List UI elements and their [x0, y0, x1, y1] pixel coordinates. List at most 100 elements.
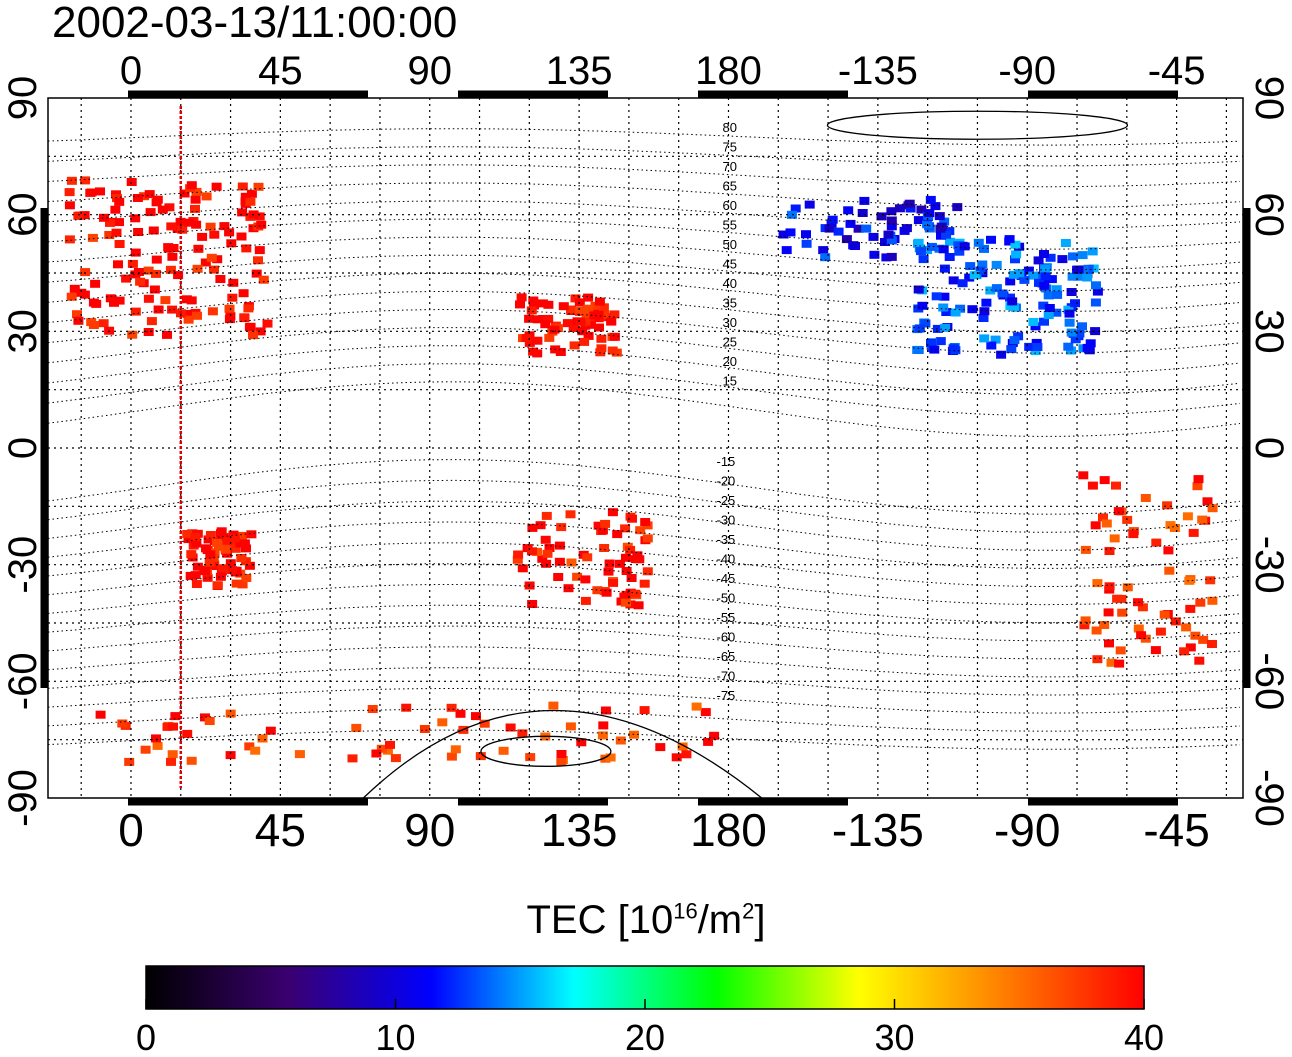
tec-cell — [1007, 297, 1018, 306]
tec-cell — [920, 319, 931, 328]
tec-cell — [1193, 475, 1204, 484]
tec-cell — [600, 754, 611, 763]
tec-cell — [1051, 308, 1062, 317]
tec-cell — [211, 182, 222, 191]
contour-line — [47, 200, 1241, 229]
tec-cell — [226, 239, 237, 248]
tec-cell — [1052, 290, 1063, 299]
y-tick-label-left: -30 — [1, 536, 45, 594]
tec-cell — [1181, 623, 1192, 632]
tec-cell — [219, 222, 230, 231]
tec-cell — [1045, 253, 1056, 262]
tec-cell — [1090, 521, 1101, 530]
tec-cell — [626, 574, 637, 582]
tec-cell — [250, 746, 261, 755]
contour-label: 40 — [722, 276, 736, 291]
tec-cell — [1046, 275, 1057, 284]
south-pole-oval-inner — [480, 735, 612, 767]
tec-cell — [600, 706, 611, 715]
tec-cell — [574, 298, 585, 307]
tec-region-south-america — [1078, 471, 1218, 668]
tec-cell — [114, 218, 124, 227]
tec-cell — [566, 305, 576, 314]
tec-region-europe — [64, 176, 273, 340]
tec-cell — [633, 601, 644, 610]
tec-cell — [869, 250, 880, 259]
tec-cell — [572, 572, 583, 581]
tec-cell — [166, 757, 176, 766]
tec-cell — [1190, 631, 1201, 640]
tec-cell — [1092, 579, 1103, 588]
tec-cell — [580, 596, 591, 605]
tec-cell — [191, 580, 202, 588]
tec-cell — [930, 202, 941, 211]
tec-observations — [64, 176, 1218, 766]
tec-cell — [1073, 265, 1084, 274]
tec-cell — [85, 188, 96, 197]
tec-cell — [186, 296, 197, 305]
tec-cell — [833, 227, 844, 236]
tec-cell — [917, 301, 928, 310]
tec-cell — [886, 216, 897, 225]
tec-cell — [524, 338, 535, 347]
tec-cell — [603, 567, 614, 576]
tec-cell — [934, 212, 945, 221]
tec-cell — [944, 253, 955, 261]
tec-cell — [600, 519, 611, 528]
tec-cell — [886, 207, 897, 216]
tec-cell — [205, 531, 216, 539]
tec-cell — [1019, 275, 1030, 284]
tec-cell — [1039, 317, 1049, 326]
contour-line — [47, 708, 1241, 732]
tec-cell — [913, 216, 924, 225]
tec-cell — [1192, 482, 1203, 491]
tec-cell — [929, 345, 940, 354]
y-tick-label-left: 30 — [1, 309, 45, 354]
contour-label: -70 — [716, 669, 735, 684]
tec-cell — [200, 567, 211, 576]
tec-cell — [556, 523, 567, 532]
tec-cell — [224, 228, 235, 237]
tec-cell — [562, 319, 573, 328]
tec-cell — [607, 508, 618, 517]
tec-cell — [191, 220, 202, 229]
tec-cell — [540, 535, 551, 544]
tec-cell — [575, 317, 586, 326]
tec-cell — [143, 266, 154, 275]
tec-cell — [556, 757, 567, 766]
tec-cell — [192, 311, 202, 320]
tec-cell — [1198, 635, 1209, 644]
tec-cell — [367, 705, 378, 713]
tec-cell — [1074, 329, 1085, 338]
tec-cell — [193, 244, 204, 253]
tec-cell — [1170, 617, 1181, 626]
tec-cell — [542, 549, 553, 558]
tec-cell — [886, 222, 897, 231]
tec-cell — [1092, 655, 1103, 664]
tec-cell — [152, 195, 163, 204]
tec-cell — [244, 323, 255, 332]
tec-cell — [621, 567, 632, 575]
tec-cell — [170, 712, 181, 721]
tec-cell — [950, 308, 961, 317]
tec-cell — [1112, 594, 1123, 603]
tec-cell — [230, 544, 241, 553]
tec-cell — [925, 195, 936, 204]
x-tick-label-top: 45 — [258, 49, 303, 93]
tec-cell — [246, 530, 257, 539]
tec-cell — [231, 579, 242, 588]
tec-cell — [935, 224, 946, 233]
y-tick-label-left: -60 — [1, 652, 45, 710]
tec-cell — [614, 559, 625, 568]
tec-cell — [986, 235, 996, 244]
map-frame — [47, 97, 1244, 799]
tec-cell — [1098, 513, 1108, 522]
contour-label: 45 — [722, 257, 736, 272]
tec-cell — [990, 335, 1001, 344]
tec-cell — [140, 745, 151, 754]
tec-cell — [1091, 626, 1102, 635]
tec-region-australia — [512, 508, 653, 610]
tec-cell — [608, 578, 619, 587]
tec-cell — [390, 754, 401, 763]
tec-cell — [979, 307, 990, 316]
